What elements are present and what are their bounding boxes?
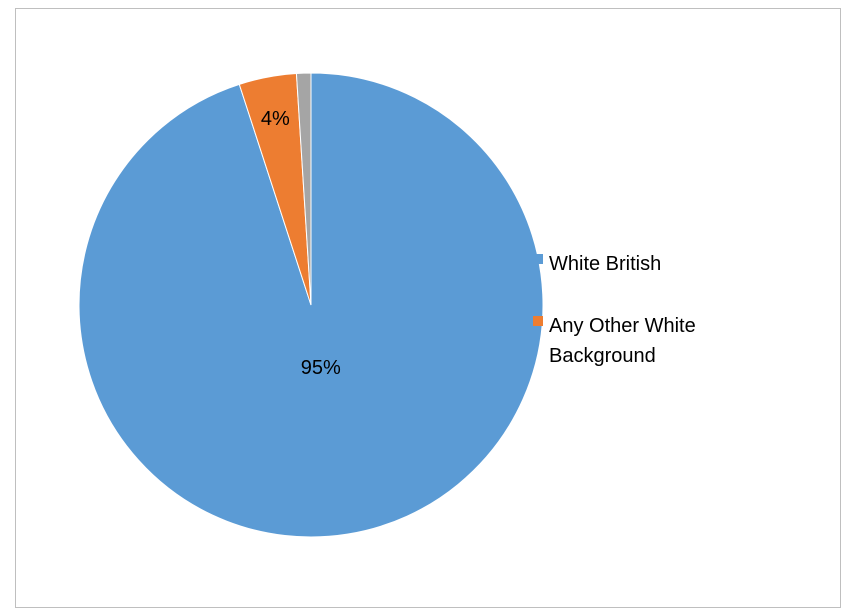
pie-slice-other [295,72,312,306]
legend-label: White British [549,253,661,275]
data-label: 95% [301,357,341,379]
data-label: 4% [261,108,290,130]
legend-label: Background [549,345,656,367]
pie-slices [78,72,544,538]
data-labels: 95% 4% [261,108,341,379]
legend-swatch [533,316,543,326]
legend-swatch [533,254,543,264]
legend-label: Any Other White [549,315,696,337]
legend: White British Any Other White Background [533,253,696,367]
